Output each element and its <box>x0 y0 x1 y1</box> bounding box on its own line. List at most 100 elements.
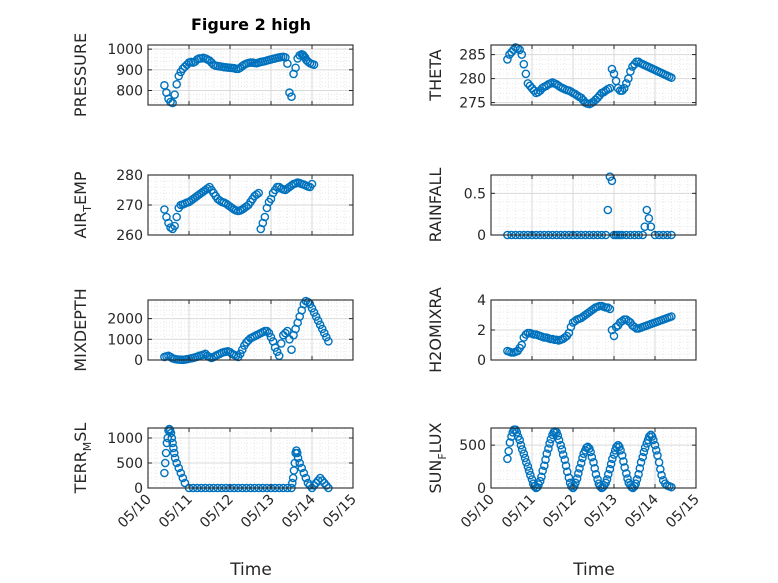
y-axis-label: H2OMIXRA <box>426 287 445 373</box>
x-tick-label: 05/14 <box>279 491 319 531</box>
data-point <box>626 67 635 76</box>
data-point <box>607 176 617 186</box>
subplot-8: 0 500 05/10 05/11 05/12 05/13 05/14 05/15 SUNFLU… <box>426 422 703 531</box>
data-point <box>590 463 600 473</box>
data-point <box>587 452 597 462</box>
axes-box <box>147 427 354 489</box>
data-point <box>606 459 616 469</box>
data-point <box>620 463 629 472</box>
data-point <box>619 457 628 466</box>
series-markers <box>503 43 676 109</box>
data-point <box>523 462 533 471</box>
x-tick-label: 05/11 <box>156 492 196 532</box>
data-point <box>517 50 527 59</box>
data-point <box>287 92 296 102</box>
data-point <box>309 308 319 317</box>
data-point <box>515 45 525 55</box>
x-tick-label: 05/11 <box>499 492 539 532</box>
data-point <box>540 461 549 471</box>
y-tick-label: 2000 <box>107 312 143 328</box>
data-point <box>292 448 302 458</box>
data-point <box>608 454 617 464</box>
data-point <box>602 475 612 484</box>
data-point <box>172 458 181 468</box>
data-point <box>556 440 566 450</box>
y-axis-label: AIRTEMP <box>71 171 94 238</box>
y-tick-label: 275 <box>459 96 486 112</box>
data-point <box>160 468 169 478</box>
series-markers <box>503 301 676 357</box>
data-point <box>651 445 661 455</box>
data-point <box>517 445 527 454</box>
y-tick-label: 280 <box>116 168 143 184</box>
data-point <box>609 450 619 459</box>
data-point <box>636 457 646 467</box>
series-markers <box>160 50 319 108</box>
data-point <box>509 45 518 55</box>
y-tick-label: 280 <box>459 72 486 88</box>
data-point <box>322 481 331 490</box>
data-point <box>262 326 272 336</box>
data-point <box>311 312 321 321</box>
series-markers <box>160 178 317 234</box>
data-point <box>558 450 568 459</box>
data-point <box>667 482 676 492</box>
data-point <box>516 440 526 450</box>
data-point <box>162 438 172 448</box>
y-tick-label: 285 <box>459 48 486 64</box>
data-point <box>572 474 582 483</box>
subplot-4: 0 0.5 RAINFALL <box>426 168 697 244</box>
x-tick-label: 05/10 <box>115 492 155 532</box>
data-point <box>561 461 571 471</box>
data-point <box>535 476 545 486</box>
y-tick-label: 0.5 <box>464 186 486 202</box>
data-point <box>317 324 327 334</box>
data-point <box>617 316 627 326</box>
data-point <box>524 466 534 476</box>
data-point <box>319 328 329 338</box>
data-point <box>301 473 311 483</box>
data-point <box>288 478 297 488</box>
data-point <box>545 439 554 448</box>
data-point <box>169 443 178 453</box>
y-tick-label: 1000 <box>107 332 143 348</box>
data-point <box>503 55 512 64</box>
data-point <box>264 328 274 338</box>
data-point <box>270 343 280 352</box>
data-point <box>574 469 583 478</box>
data-point <box>623 474 632 483</box>
data-point <box>642 205 652 215</box>
y-axis-label: PRESSURE <box>71 33 90 117</box>
y-tick-label: 260 <box>116 228 143 244</box>
data-point <box>634 469 643 479</box>
data-point <box>519 59 529 69</box>
axes-box <box>147 299 354 361</box>
data-point <box>309 60 319 69</box>
y-axis-label: RAINFALL <box>426 168 445 243</box>
x-tick-label: 05/12 <box>540 492 580 532</box>
data-point <box>180 478 190 488</box>
data-point <box>646 430 656 440</box>
data-point <box>161 448 171 458</box>
grid <box>147 427 354 489</box>
data-point <box>319 478 329 488</box>
data-point <box>562 467 572 477</box>
data-point <box>638 452 648 462</box>
x-tick-label: 05/13 <box>581 492 621 532</box>
data-point <box>560 455 570 465</box>
y-axis-label: THETA <box>426 49 445 101</box>
data-point <box>178 473 188 483</box>
y-axis-label: MIXDEPTH <box>71 288 90 371</box>
data-point <box>656 464 665 474</box>
data-point <box>295 458 305 468</box>
data-point <box>537 472 546 482</box>
axes-box <box>147 44 354 106</box>
x-axis-label-right: Time <box>572 560 615 580</box>
x-tick-label: 05/13 <box>238 492 278 532</box>
data-point <box>640 222 650 231</box>
data-point <box>168 98 177 108</box>
data-point <box>252 190 261 199</box>
data-point <box>529 86 539 95</box>
